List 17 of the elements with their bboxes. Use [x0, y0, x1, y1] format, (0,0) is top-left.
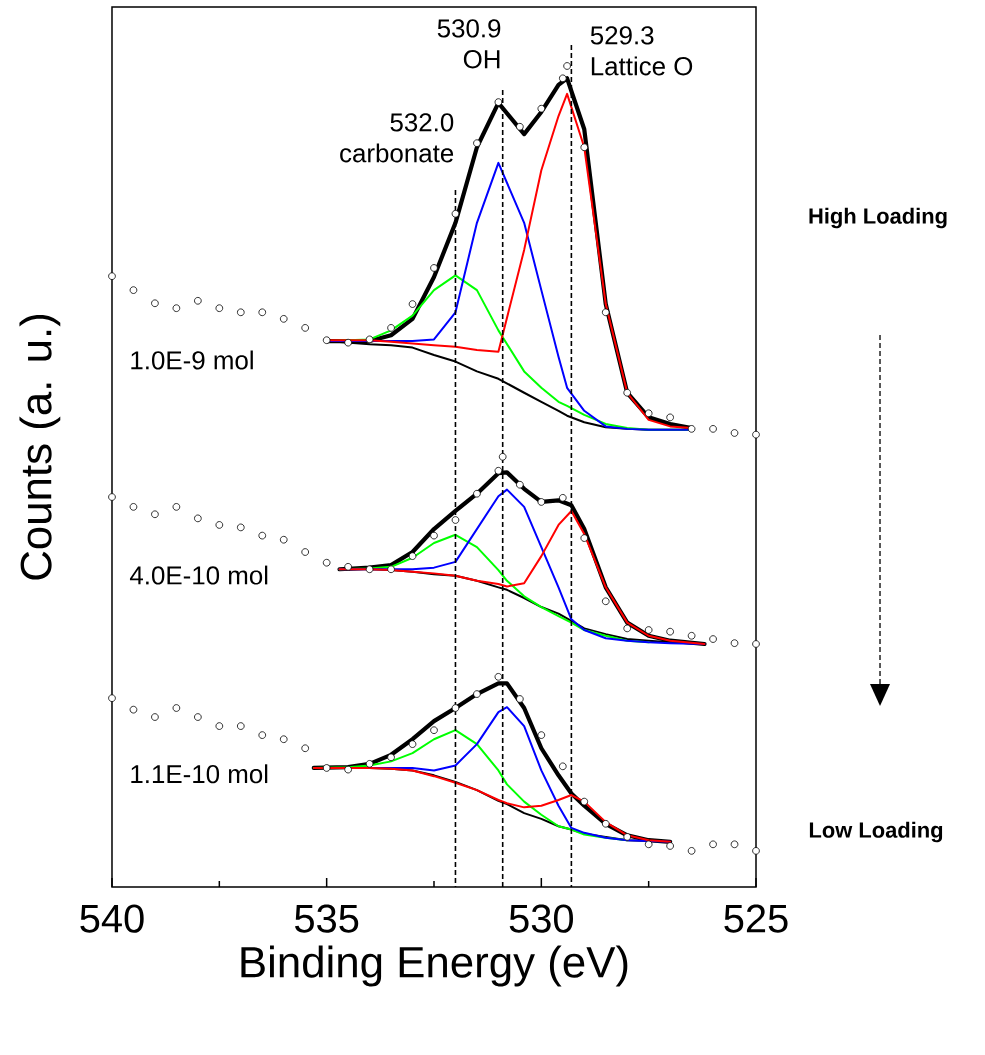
series-label: 4.0E-10 mol: [129, 565, 268, 585]
x-axis-title: Binding Energy (eV): [241, 945, 628, 987]
text: Low Loading: [809, 821, 943, 843]
text: High Loading: [809, 207, 947, 229]
ref-line-label: 529.3: [590, 26, 654, 45]
x-tick-label: 525: [724, 904, 788, 933]
annotation: Lattice O: [591, 56, 693, 76]
series-label: 1.0E-9 mol: [131, 350, 253, 370]
series-label: 1.1E-10 mol: [131, 764, 268, 784]
x-tick-label: 530: [509, 904, 574, 933]
x-tick-label: 535: [295, 904, 359, 933]
annotation: OH: [463, 50, 500, 69]
x-tick-label: 540: [80, 904, 144, 933]
ref-line-label: 532.0: [390, 113, 454, 132]
annotation: carbonate: [340, 143, 454, 163]
y-axis-title: Counts (a. u.): [19, 314, 61, 580]
ref-line-label: 530.9: [437, 19, 501, 38]
